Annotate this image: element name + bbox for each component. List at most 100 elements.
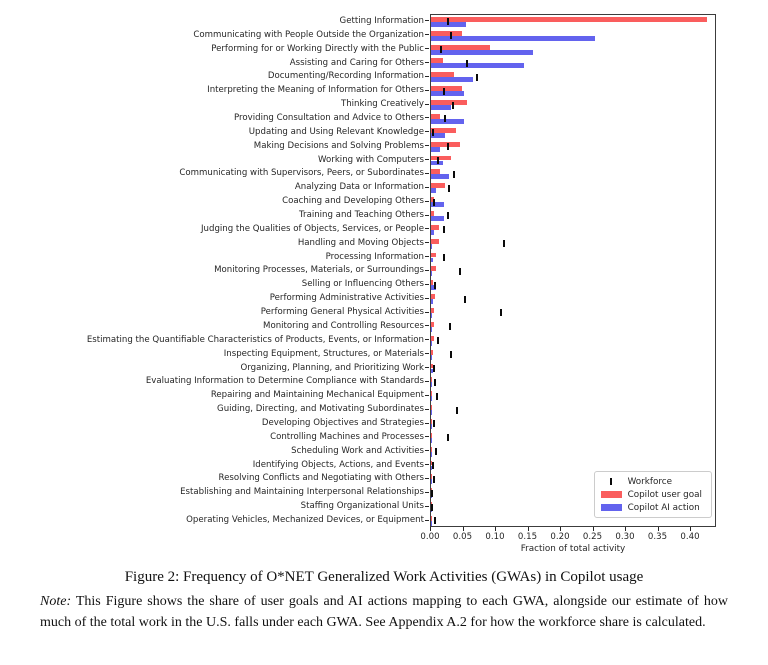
y-tick	[425, 186, 429, 188]
y-tick	[425, 491, 429, 493]
category-label: Resolving Conflicts and Negotiating with…	[218, 473, 425, 484]
y-tick	[425, 339, 429, 341]
user-goal-bar	[431, 16, 707, 22]
x-tick-label: 0.10	[485, 532, 505, 542]
x-tick	[527, 527, 529, 531]
bars-layer	[431, 15, 715, 526]
user-goal-bar	[431, 211, 435, 216]
workforce-marker	[433, 475, 436, 483]
user-goal-bar	[431, 183, 445, 189]
y-tick	[425, 48, 429, 50]
category-label: Inspecting Equipment, Structures, or Mat…	[223, 348, 424, 359]
user-goal-bar	[431, 280, 433, 286]
ai-action-bar	[431, 451, 433, 457]
category-label: Establishing and Maintaining Interperson…	[180, 487, 424, 498]
user-goal-bar	[431, 58, 444, 64]
category-label: Coaching and Developing Others	[282, 196, 424, 207]
workforce-marker	[453, 170, 456, 178]
workforce-marker	[476, 73, 479, 81]
ai-action-bar	[431, 410, 433, 415]
category-label: Providing Consultation and Advice to Oth…	[234, 112, 424, 123]
ai-action-bar	[431, 340, 433, 346]
x-tick	[430, 527, 431, 531]
category-label: Selling or Influencing Others	[301, 279, 424, 290]
user-goal-bar	[431, 224, 440, 230]
category-label: Handling and Moving Objects	[297, 237, 424, 248]
category-label: Estimating the Quantifiable Characterist…	[86, 334, 424, 345]
user-goal-bar	[431, 377, 433, 383]
ai-action-bar	[431, 49, 534, 55]
y-tick	[425, 270, 429, 271]
user-goal-bar	[431, 155, 451, 161]
user-goal-bar	[431, 405, 433, 410]
x-tick-label: 0.15	[517, 532, 538, 542]
workforce-marker	[446, 212, 449, 220]
user-goal-bar	[431, 30, 462, 36]
plot-area: Workforce Copilot user goal Copilot AI a…	[430, 14, 716, 527]
x-tick-label: 0.05	[452, 532, 473, 542]
category-label: Making Decisions and Solving Problems	[253, 140, 424, 151]
workforce-marker	[436, 156, 439, 164]
category-label: Documenting/Recording Information	[267, 71, 424, 82]
category-label: Interpreting the Meaning of Information …	[207, 85, 424, 96]
ai-action-bar	[431, 216, 444, 221]
workforce-marker	[433, 517, 436, 525]
x-tick	[495, 527, 496, 531]
workforce-marker	[433, 281, 436, 289]
y-tick	[425, 34, 429, 36]
x-tick	[592, 527, 594, 531]
y-tick	[425, 75, 429, 77]
workforce-marker	[452, 101, 455, 109]
y-tick	[425, 172, 429, 174]
user-goal-bar	[431, 460, 433, 466]
ai-action-bar	[431, 35, 595, 41]
workforce-marker	[463, 295, 466, 303]
workforce-marker	[434, 448, 437, 456]
workforce-marker	[503, 240, 506, 248]
ai-action-bar	[431, 396, 432, 402]
user-goal-bar	[431, 266, 437, 272]
ai-action-bar	[431, 521, 432, 526]
ai-action-bar	[431, 465, 433, 471]
category-label: Thinking Creatively	[340, 99, 424, 110]
ai-action-bar	[431, 63, 524, 69]
category-label: Processing Information	[325, 251, 424, 262]
ai-action-bar	[431, 77, 474, 83]
user-goal-bar	[431, 197, 434, 203]
y-tick	[425, 159, 429, 161]
category-label: Judging the Qualities of Objects, Servic…	[201, 223, 424, 234]
user-goal-bar	[431, 238, 439, 244]
note-text: This Figure shows the share of user goal…	[40, 594, 728, 630]
y-tick	[425, 311, 429, 313]
ai-action-bar	[431, 174, 449, 180]
workforce-marker	[459, 267, 462, 275]
x-axis-title: Fraction of total activity	[520, 544, 626, 554]
workforce-marker	[431, 489, 434, 497]
category-label: Identifying Objects, Actions, and Events	[252, 459, 424, 470]
user-goal-bar	[431, 113, 441, 119]
user-goal-bar	[431, 474, 433, 480]
category-label: Training and Teaching Others	[299, 210, 424, 221]
category-label: Organizing, Planning, and Prioritizing W…	[240, 362, 424, 373]
user-goal-bar	[431, 72, 454, 78]
ai-action-bar	[431, 285, 436, 291]
y-tick	[425, 256, 429, 258]
workforce-marker	[432, 364, 435, 372]
category-label: Repairing and Maintaining Mechanical Equ…	[210, 390, 424, 401]
chart-legend: Workforce Copilot user goal Copilot AI a…	[593, 471, 712, 518]
x-tick	[625, 527, 626, 531]
workforce-tick-marker-icon	[601, 478, 622, 485]
workforce-marker	[449, 351, 452, 359]
y-tick	[425, 519, 429, 521]
workforce-marker	[443, 115, 446, 123]
user-goal-bar	[431, 141, 460, 147]
category-label: Updating and Using Relevant Knowledge	[248, 126, 424, 137]
category-label: Monitoring and Controlling Resources	[263, 320, 424, 331]
category-label: Operating Vehicles, Mechanized Devices, …	[186, 515, 424, 526]
workforce-marker	[466, 59, 469, 67]
y-tick	[425, 283, 429, 285]
user-goal-swatch-icon	[600, 491, 622, 498]
ai-action-bar	[431, 479, 433, 485]
